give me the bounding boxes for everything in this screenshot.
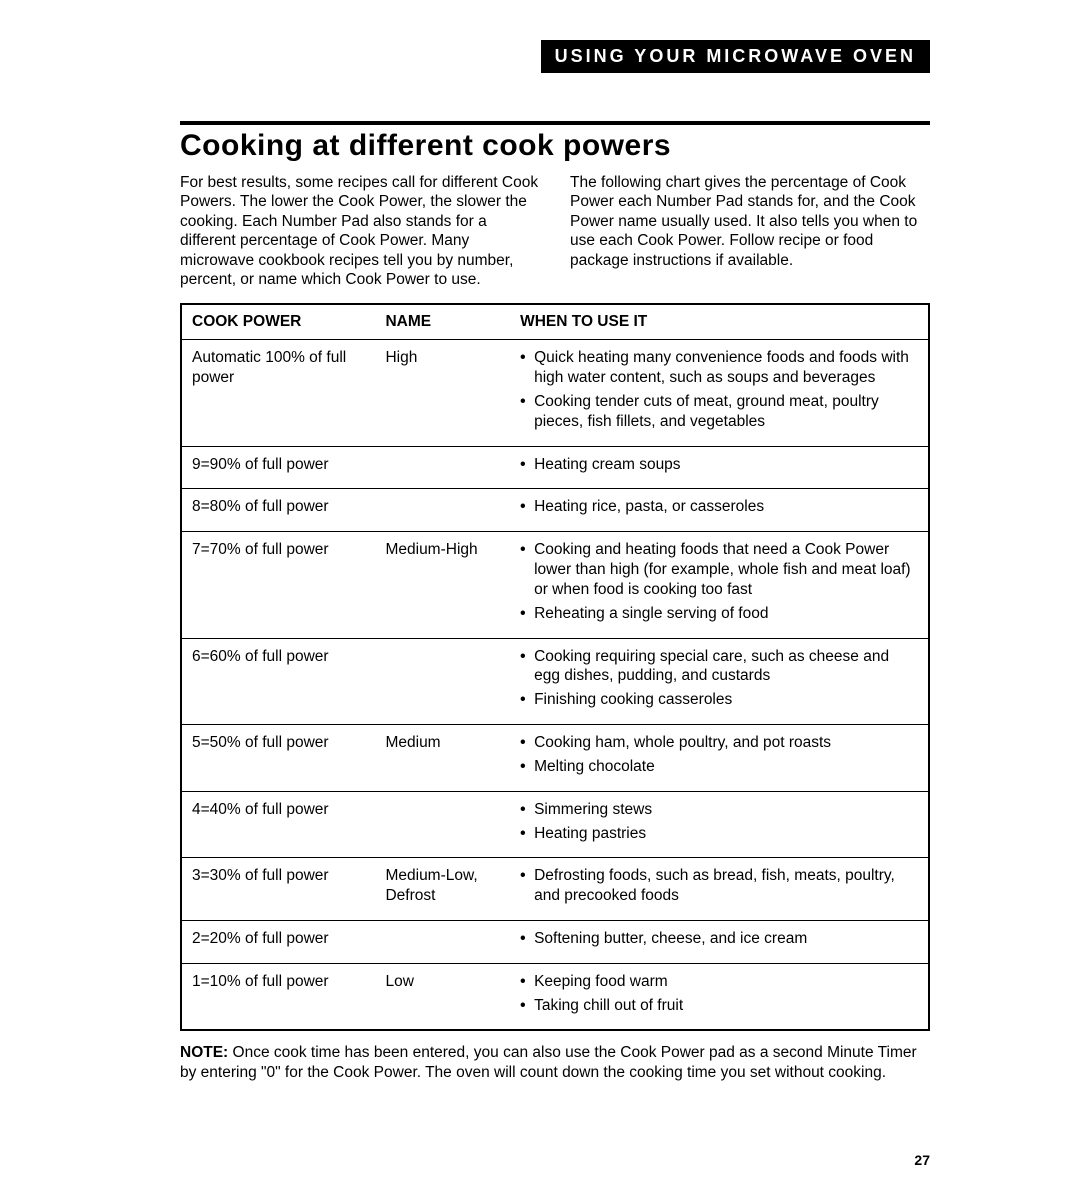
cell-cook-power: Automatic 100% of full power — [181, 340, 375, 446]
cell-when-to-use: Keeping food warm Taking chill out of fru… — [510, 963, 929, 1030]
section-header-bar: USING YOUR MICROWAVE OVEN — [541, 40, 930, 73]
uses-list: Quick heating many convenience foods and… — [520, 348, 918, 431]
uses-list: Cooking ham, whole poultry, and pot roas… — [520, 733, 918, 777]
cell-name: Medium-High — [375, 532, 510, 638]
table-row: 5=50% of full powerMedium Cooking ham, wh… — [181, 725, 929, 792]
use-item: Keeping food warm — [520, 972, 918, 992]
cell-name — [375, 638, 510, 724]
cell-name: Medium-Low, Defrost — [375, 858, 510, 921]
note-label: NOTE: — [180, 1044, 228, 1061]
cell-name: Medium — [375, 725, 510, 792]
cell-cook-power: 8=80% of full power — [181, 489, 375, 532]
cell-name: Low — [375, 963, 510, 1030]
header-cook-power: COOK POWER — [181, 304, 375, 340]
uses-list: Cooking requiring special care, such as … — [520, 647, 918, 710]
use-item: Finishing cooking casseroles — [520, 690, 918, 710]
uses-list: Heating rice, pasta, or casseroles — [520, 497, 918, 517]
cell-cook-power: 2=20% of full power — [181, 920, 375, 963]
use-item: Taking chill out of fruit — [520, 996, 918, 1016]
uses-list: Defrosting foods, such as bread, fish, m… — [520, 866, 918, 906]
uses-list: Softening butter, cheese, and ice cream — [520, 929, 918, 949]
cell-when-to-use: Quick heating many convenience foods and… — [510, 340, 929, 446]
use-item: Heating pastries — [520, 824, 918, 844]
table-row: 9=90% of full power Heating cream soups — [181, 446, 929, 489]
intro-right: The following chart gives the percentage… — [570, 173, 930, 289]
cell-when-to-use: Heating rice, pasta, or casseroles — [510, 489, 929, 532]
page-container: USING YOUR MICROWAVE OVEN Cooking at dif… — [0, 0, 1080, 1113]
use-item: Melting chocolate — [520, 757, 918, 777]
cell-cook-power: 3=30% of full power — [181, 858, 375, 921]
table-row: 3=30% of full powerMedium-Low, DefrostDe… — [181, 858, 929, 921]
section-rule — [180, 121, 930, 125]
header-when-to-use: WHEN TO USE IT — [510, 304, 929, 340]
cell-when-to-use: Softening butter, cheese, and ice cream — [510, 920, 929, 963]
table-row: 1=10% of full powerLow Keeping food warm T… — [181, 963, 929, 1030]
cell-cook-power: 5=50% of full power — [181, 725, 375, 792]
use-item: Cooking and heating foods that need a Co… — [520, 540, 918, 599]
use-item: Defrosting foods, such as bread, fish, m… — [520, 866, 918, 906]
note-text: Once cook time has been entered, you can… — [180, 1044, 917, 1081]
cell-when-to-use: Heating cream soups — [510, 446, 929, 489]
cell-when-to-use: Cooking requiring special care, such as … — [510, 638, 929, 724]
table-body: Automatic 100% of full powerHighQuick he… — [181, 340, 929, 1031]
table-row: 6=60% of full power Cooking requiring spe… — [181, 638, 929, 724]
section-title: Cooking at different cook powers — [180, 129, 930, 163]
table-row: 4=40% of full power Simmering stews Heatin… — [181, 791, 929, 858]
use-item: Cooking ham, whole poultry, and pot roas… — [520, 733, 918, 753]
uses-list: Keeping food warm Taking chill out of fru… — [520, 972, 918, 1016]
uses-list: Heating cream soups — [520, 455, 918, 475]
use-item: Quick heating many convenience foods and… — [520, 348, 918, 388]
cell-cook-power: 9=90% of full power — [181, 446, 375, 489]
header-name: NAME — [375, 304, 510, 340]
use-item: Softening butter, cheese, and ice cream — [520, 929, 918, 949]
uses-list: Simmering stews Heating pastries — [520, 800, 918, 844]
cell-name — [375, 791, 510, 858]
use-item: Cooking requiring special care, such as … — [520, 647, 918, 687]
cell-when-to-use: Defrosting foods, such as bread, fish, m… — [510, 858, 929, 921]
cook-power-table: COOK POWER NAME WHEN TO USE IT Automatic… — [180, 303, 930, 1031]
use-item: Reheating a single serving of food — [520, 604, 918, 624]
use-item: Simmering stews — [520, 800, 918, 820]
use-item: Cooking tender cuts of meat, ground meat… — [520, 392, 918, 432]
note-paragraph: NOTE: Once cook time has been entered, y… — [180, 1043, 930, 1083]
intro-columns: For best results, some recipes call for … — [180, 173, 930, 289]
cell-name — [375, 920, 510, 963]
cell-name: High — [375, 340, 510, 446]
cell-when-to-use: Simmering stews Heating pastries — [510, 791, 929, 858]
intro-left: For best results, some recipes call for … — [180, 173, 540, 289]
table-row: 2=20% of full power Softening butter, che… — [181, 920, 929, 963]
table-header-row: COOK POWER NAME WHEN TO USE IT — [181, 304, 929, 340]
cell-cook-power: 7=70% of full power — [181, 532, 375, 638]
page-number: 27 — [914, 1152, 930, 1168]
use-item: Heating cream soups — [520, 455, 918, 475]
cell-when-to-use: Cooking and heating foods that need a Co… — [510, 532, 929, 638]
table-row: Automatic 100% of full powerHighQuick he… — [181, 340, 929, 446]
cell-name — [375, 446, 510, 489]
cell-name — [375, 489, 510, 532]
cell-cook-power: 4=40% of full power — [181, 791, 375, 858]
uses-list: Cooking and heating foods that need a Co… — [520, 540, 918, 623]
cell-when-to-use: Cooking ham, whole poultry, and pot roas… — [510, 725, 929, 792]
cell-cook-power: 6=60% of full power — [181, 638, 375, 724]
table-row: 8=80% of full power Heating rice, pasta, … — [181, 489, 929, 532]
use-item: Heating rice, pasta, or casseroles — [520, 497, 918, 517]
cell-cook-power: 1=10% of full power — [181, 963, 375, 1030]
table-row: 7=70% of full powerMedium-HighCooking an… — [181, 532, 929, 638]
